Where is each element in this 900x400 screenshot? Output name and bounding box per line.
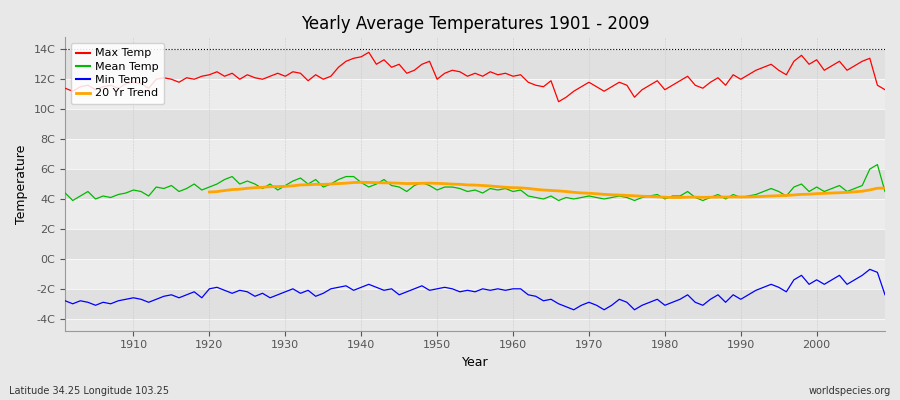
Title: Yearly Average Temperatures 1901 - 2009: Yearly Average Temperatures 1901 - 2009 bbox=[301, 15, 649, 33]
Text: Latitude 34.25 Longitude 103.25: Latitude 34.25 Longitude 103.25 bbox=[9, 386, 169, 396]
Y-axis label: Temperature: Temperature bbox=[15, 144, 28, 224]
Bar bbox=[65, 169, 885, 199]
Legend: Max Temp, Mean Temp, Min Temp, 20 Yr Trend: Max Temp, Mean Temp, Min Temp, 20 Yr Tre… bbox=[71, 43, 165, 104]
Bar bbox=[65, 229, 885, 259]
Bar bbox=[65, 259, 885, 289]
Bar bbox=[65, 79, 885, 109]
Text: worldspecies.org: worldspecies.org bbox=[809, 386, 891, 396]
Bar bbox=[65, 109, 885, 139]
Bar bbox=[65, 289, 885, 319]
Bar bbox=[65, 139, 885, 169]
Bar bbox=[65, 199, 885, 229]
X-axis label: Year: Year bbox=[462, 356, 489, 369]
Bar bbox=[65, 49, 885, 79]
